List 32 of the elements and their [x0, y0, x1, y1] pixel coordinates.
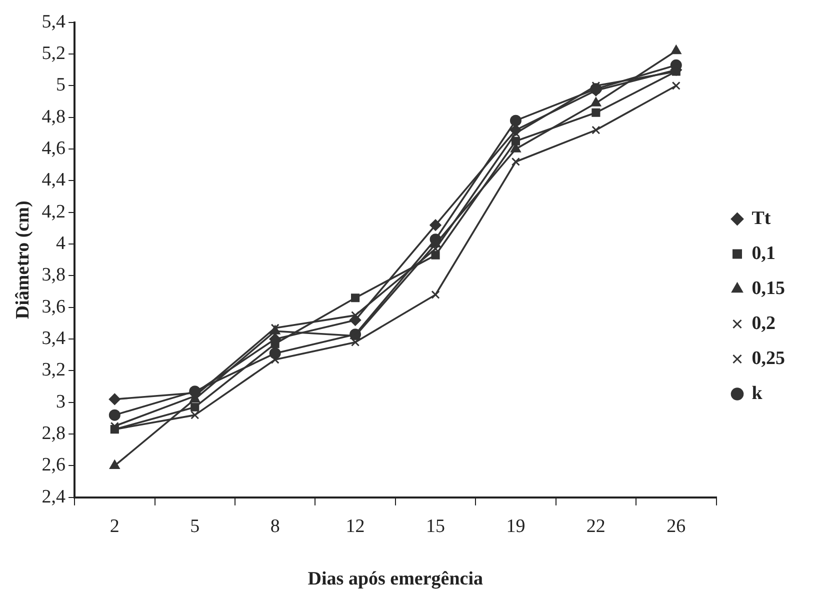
y-tick-label: 2,8	[42, 423, 66, 444]
x-tick-label: 8	[270, 516, 280, 537]
y-tick-label: 2,4	[42, 486, 66, 508]
y-tick-label: 4,6	[42, 138, 66, 160]
x-axis-title: Dias após emergência	[308, 568, 484, 590]
y-tick-label: 4,8	[42, 106, 66, 128]
y-tick-label: 3	[56, 391, 66, 412]
legend-label: Tt	[752, 208, 772, 229]
x-tick-label: 19	[506, 516, 526, 537]
x-tick-label: 2	[110, 516, 120, 537]
legend-label: 0,25	[752, 348, 785, 369]
y-tick-label: 4,4	[42, 170, 66, 191]
x-tick-label: 5	[190, 516, 200, 537]
y-tick-label: 3,6	[42, 296, 66, 318]
legend-label: 0,2	[752, 312, 776, 334]
x-tick-label: 12	[346, 516, 365, 537]
y-tick-label: 3,2	[42, 360, 66, 381]
y-tick-label: 5,2	[42, 43, 66, 64]
x-tick-label: 15	[426, 516, 446, 537]
x-tick-label: 22	[586, 516, 606, 537]
y-axis-title: Diâmetro (cm)	[12, 200, 34, 320]
y-tick-label: 5,4	[42, 11, 66, 32]
y-tick-label: 2,6	[42, 454, 66, 476]
y-tick-label: 5	[56, 74, 66, 96]
legend-label: 0,1	[752, 242, 776, 264]
y-tick-label: 3,4	[42, 328, 66, 350]
y-tick-label: 4	[56, 233, 66, 254]
y-tick-label: 3,8	[42, 264, 66, 286]
legend-label: k	[752, 382, 763, 404]
x-tick-label: 26	[666, 516, 686, 537]
legend-label: 0,15	[752, 278, 785, 299]
y-tick-label: 4,2	[42, 201, 66, 222]
